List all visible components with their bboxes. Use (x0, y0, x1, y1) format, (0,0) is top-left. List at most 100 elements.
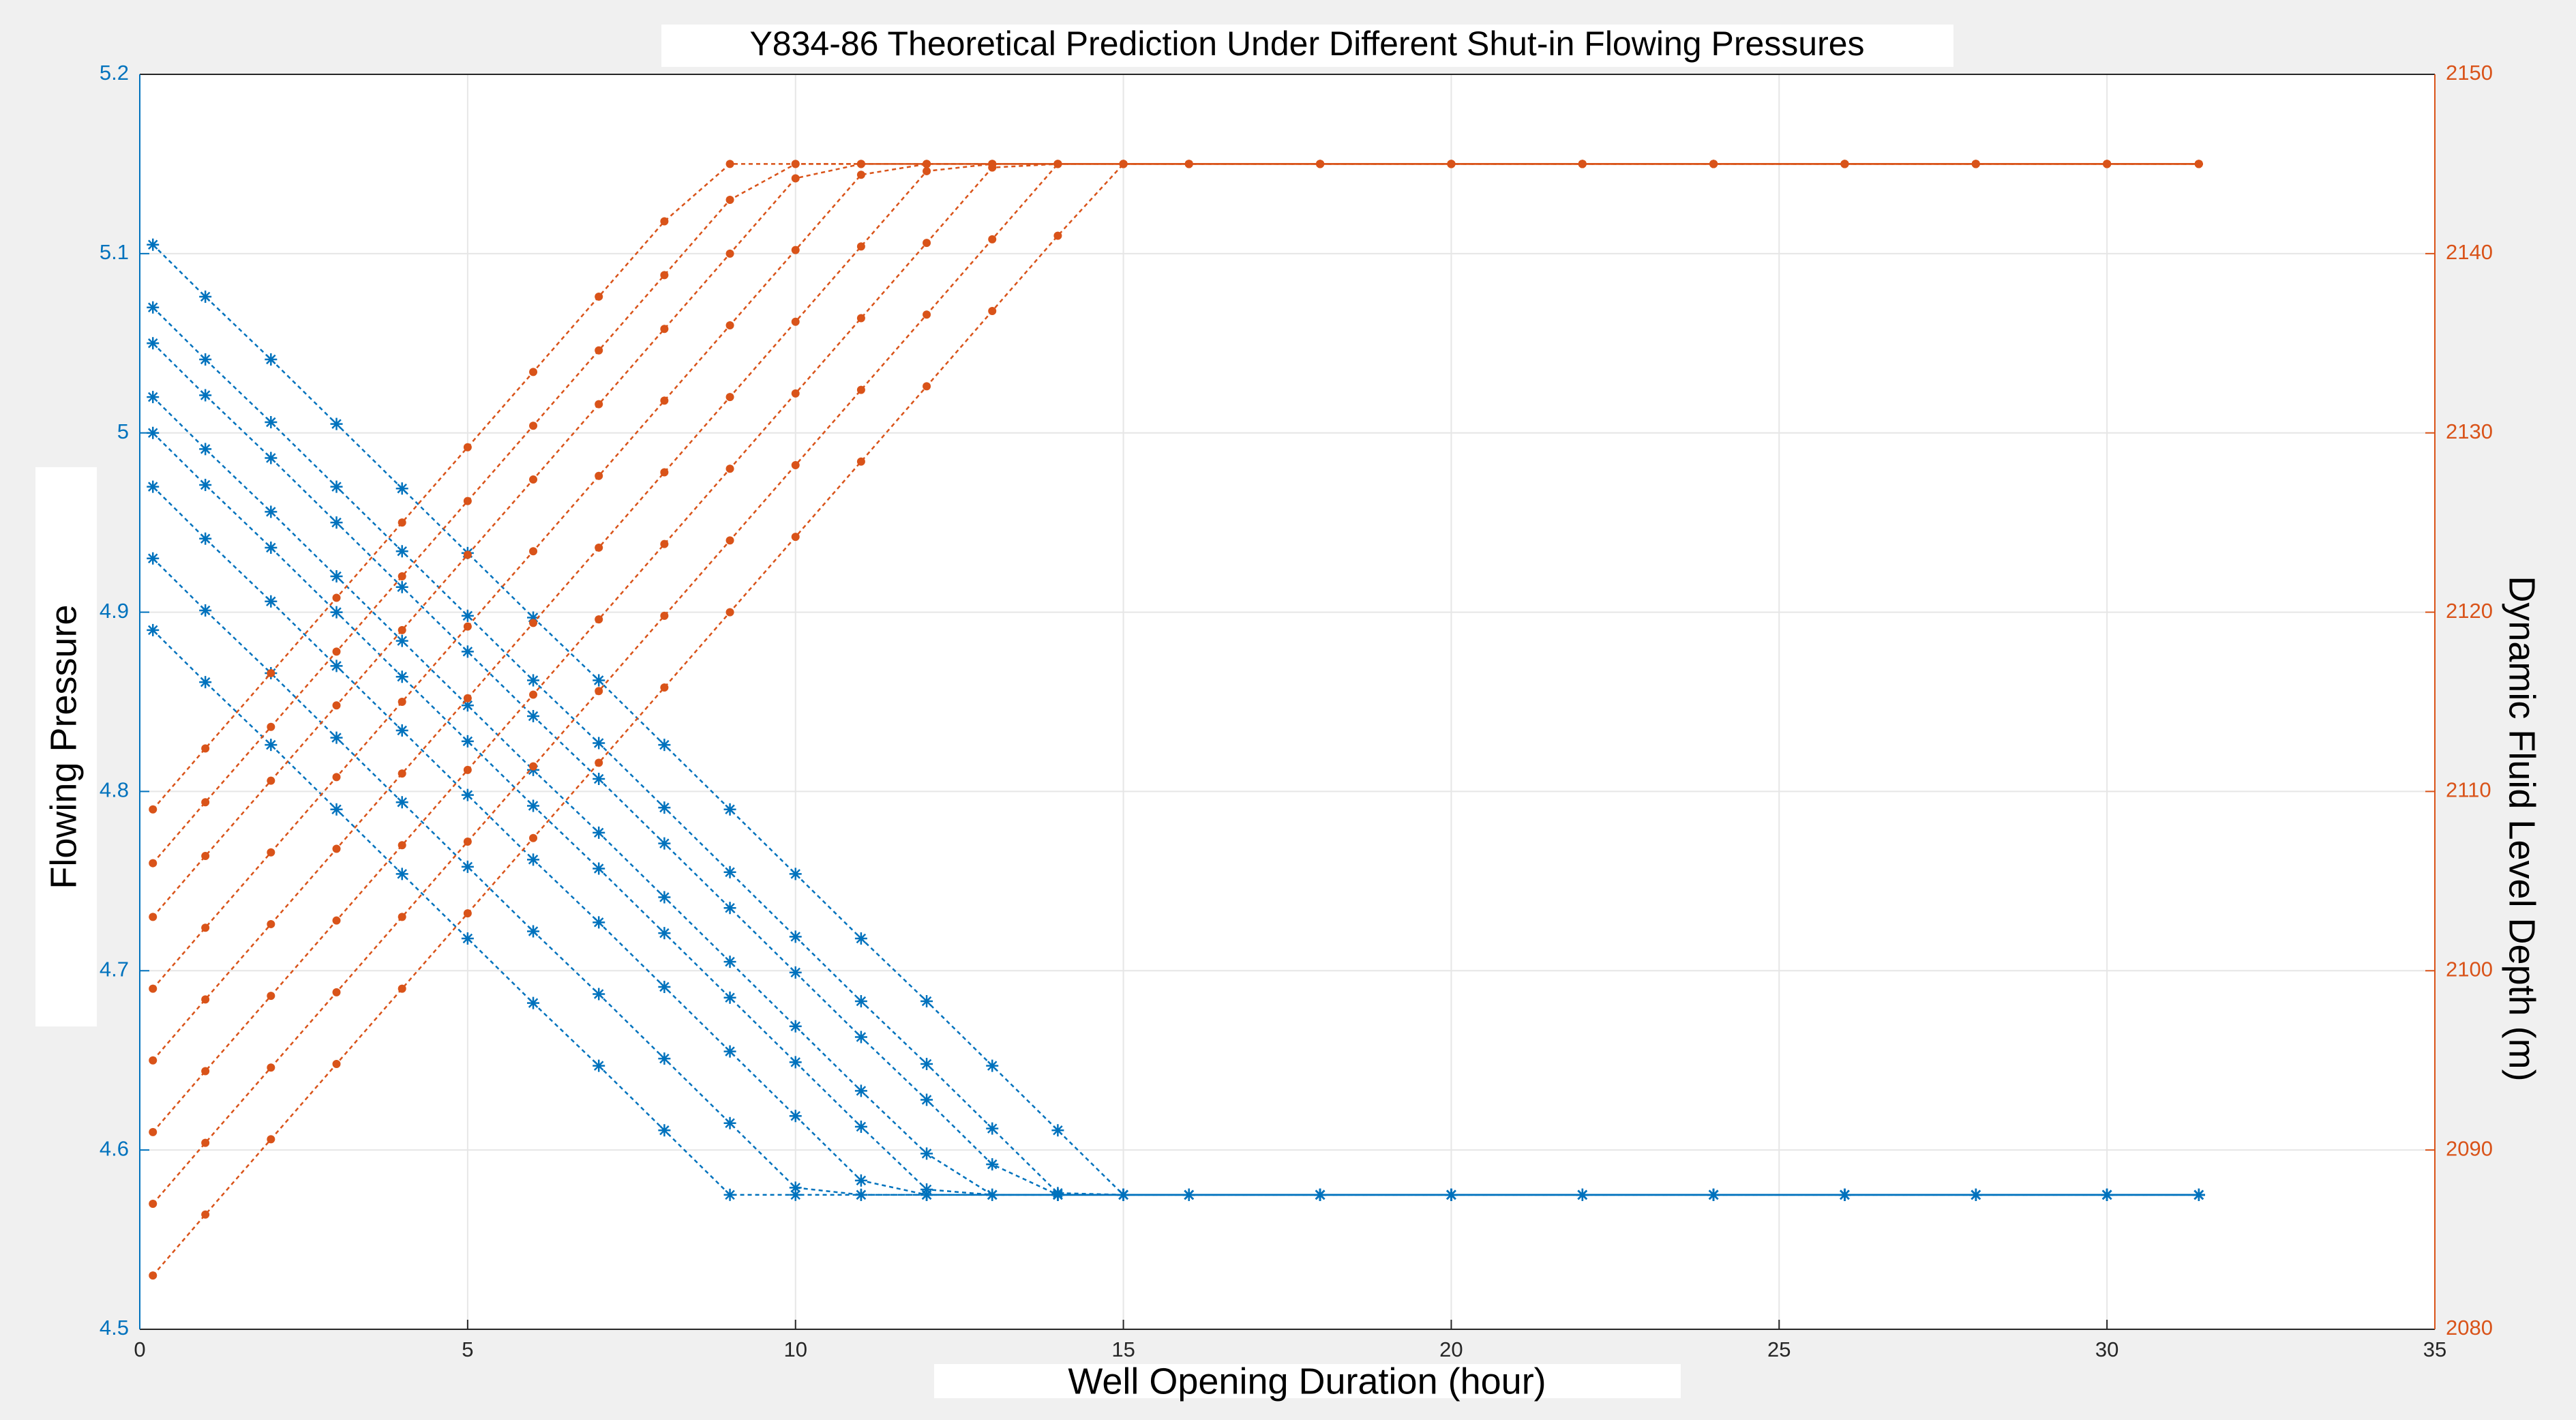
dot-marker (595, 615, 603, 624)
star-marker (527, 996, 540, 1009)
dot-marker (463, 497, 472, 505)
star-marker (147, 337, 160, 350)
star-marker (527, 799, 540, 812)
star-marker (527, 611, 540, 624)
star-marker (527, 674, 540, 687)
dot-marker (201, 923, 210, 932)
star-marker (330, 516, 343, 529)
dot-marker (267, 722, 275, 731)
star-marker (789, 868, 802, 881)
dot-marker (725, 160, 734, 168)
star-marker (1051, 1124, 1064, 1137)
star-marker (395, 580, 408, 593)
dot-marker (988, 306, 997, 315)
x-tick-label: 20 (1439, 1337, 1463, 1361)
dot-marker (725, 536, 734, 545)
x-tick-label: 0 (134, 1337, 145, 1361)
dot-marker (595, 292, 603, 301)
star-marker (199, 676, 212, 689)
star-marker (854, 932, 867, 945)
dot-marker (725, 608, 734, 617)
dot-marker (660, 683, 669, 692)
dot-marker (595, 471, 603, 480)
dot-marker (660, 271, 669, 280)
dot-marker (595, 758, 603, 767)
star-marker (199, 478, 212, 491)
dot-marker (201, 1138, 210, 1147)
dot-marker (149, 859, 158, 868)
star-marker (199, 604, 212, 617)
dot-marker (332, 593, 341, 602)
dot-marker (332, 773, 341, 782)
chart-title: Y834-86 Theoretical Prediction Under Dif… (749, 25, 1864, 63)
star-marker (658, 1052, 671, 1065)
dot-marker (856, 242, 865, 251)
star-marker (723, 866, 736, 878)
dot-marker (267, 919, 275, 928)
dot-marker (660, 468, 669, 477)
dot-marker (332, 988, 341, 996)
star-marker (1117, 1188, 1130, 1201)
dot-marker (923, 166, 931, 175)
dot-marker (595, 346, 603, 355)
star-marker (854, 1120, 867, 1133)
dot-marker (398, 698, 406, 706)
y2-tick-label: 2120 (2446, 599, 2493, 623)
star-marker (527, 710, 540, 723)
star-marker (920, 1093, 933, 1106)
x-tick-label: 10 (783, 1337, 807, 1361)
dot-marker (660, 396, 669, 405)
dot-marker (149, 1271, 158, 1280)
plot-area (140, 74, 2435, 1329)
dot-marker (595, 400, 603, 409)
dot-marker (791, 533, 800, 542)
star-marker (1445, 1188, 1458, 1201)
dot-marker (463, 443, 472, 452)
star-marker (658, 837, 671, 850)
star-marker (199, 389, 212, 402)
dot-marker (149, 984, 158, 993)
star-marker (461, 699, 474, 712)
y2-axis-label: Dynamic Fluid Level Depth (m) (2502, 576, 2543, 1081)
dot-marker (595, 543, 603, 552)
dot-marker (463, 838, 472, 846)
dot-marker (267, 1135, 275, 1144)
star-marker (147, 480, 160, 493)
dot-marker (398, 769, 406, 778)
star-marker (854, 994, 867, 1007)
dot-marker (149, 805, 158, 814)
star-marker (147, 426, 160, 439)
dot-marker (1578, 160, 1587, 168)
star-marker (593, 773, 605, 786)
star-marker (593, 862, 605, 875)
dot-marker (660, 325, 669, 334)
star-marker (723, 1116, 736, 1129)
dot-marker (529, 368, 538, 376)
dot-marker (725, 249, 734, 258)
x-axis-label: Well Opening Duration (hour) (1068, 1361, 1546, 1402)
y2-tick-label: 2080 (2446, 1316, 2493, 1340)
x-tick-label: 5 (462, 1337, 473, 1361)
y2-tick-label: 2130 (2446, 419, 2493, 443)
dot-marker (398, 913, 406, 921)
star-marker (395, 545, 408, 558)
star-marker (1969, 1188, 1982, 1201)
dot-marker (856, 314, 865, 323)
star-marker (395, 796, 408, 809)
star-marker (723, 803, 736, 816)
star-marker (265, 452, 278, 464)
title-box (661, 25, 1953, 67)
star-marker (265, 541, 278, 554)
dot-marker (267, 848, 275, 857)
dot-marker (201, 798, 210, 807)
star-marker (265, 505, 278, 518)
star-marker (461, 609, 474, 622)
dot-marker (725, 196, 734, 204)
y-axis-label: Flowing Pressure (43, 604, 84, 889)
dot-marker (988, 160, 997, 168)
star-marker (1051, 1188, 1064, 1201)
y2-tick-label: 2090 (2446, 1136, 2493, 1160)
dot-marker (463, 909, 472, 918)
y2-tick-label: 2150 (2446, 61, 2493, 85)
dot-marker (791, 389, 800, 398)
